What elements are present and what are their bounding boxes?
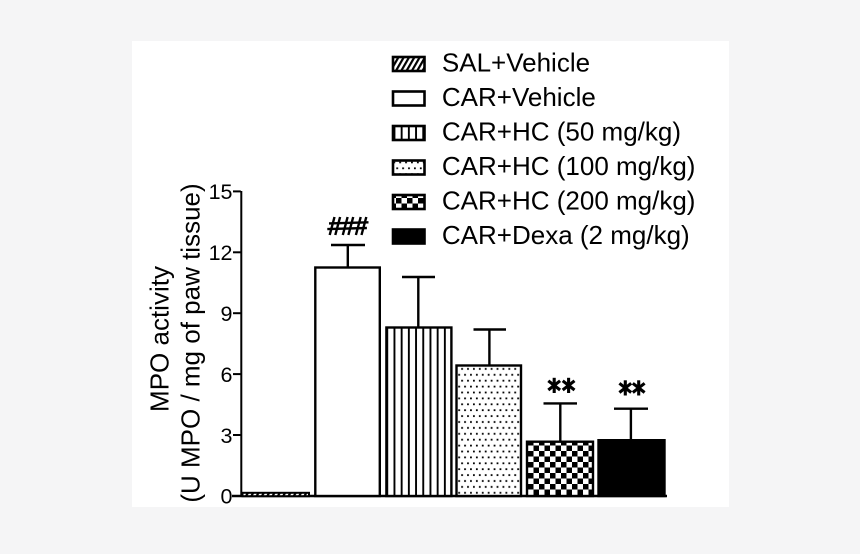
svg-text:15: 15 — [209, 180, 233, 204]
svg-text:CAR+Vehicle: CAR+Vehicle — [442, 82, 596, 112]
svg-text:SAL+Vehicle: SAL+Vehicle — [442, 47, 590, 77]
svg-text:12: 12 — [209, 241, 233, 265]
svg-text:0: 0 — [221, 485, 233, 509]
svg-text:6: 6 — [221, 363, 233, 387]
svg-text:MPO activity: MPO activity — [144, 266, 174, 412]
svg-text:CAR+Dexa (2 mg/kg): CAR+Dexa (2 mg/kg) — [442, 220, 690, 250]
svg-text:3: 3 — [221, 424, 233, 448]
svg-text:CAR+HC (200 mg/kg): CAR+HC (200 mg/kg) — [442, 185, 696, 215]
svg-text:CAR+HC (100 mg/kg): CAR+HC (100 mg/kg) — [442, 151, 696, 181]
svg-text:9: 9 — [221, 302, 233, 326]
svg-text:CAR+HC (50 mg/kg): CAR+HC (50 mg/kg) — [442, 116, 681, 146]
svg-text:(U MPO / mg of paw tissue): (U MPO / mg of paw tissue) — [175, 183, 205, 502]
